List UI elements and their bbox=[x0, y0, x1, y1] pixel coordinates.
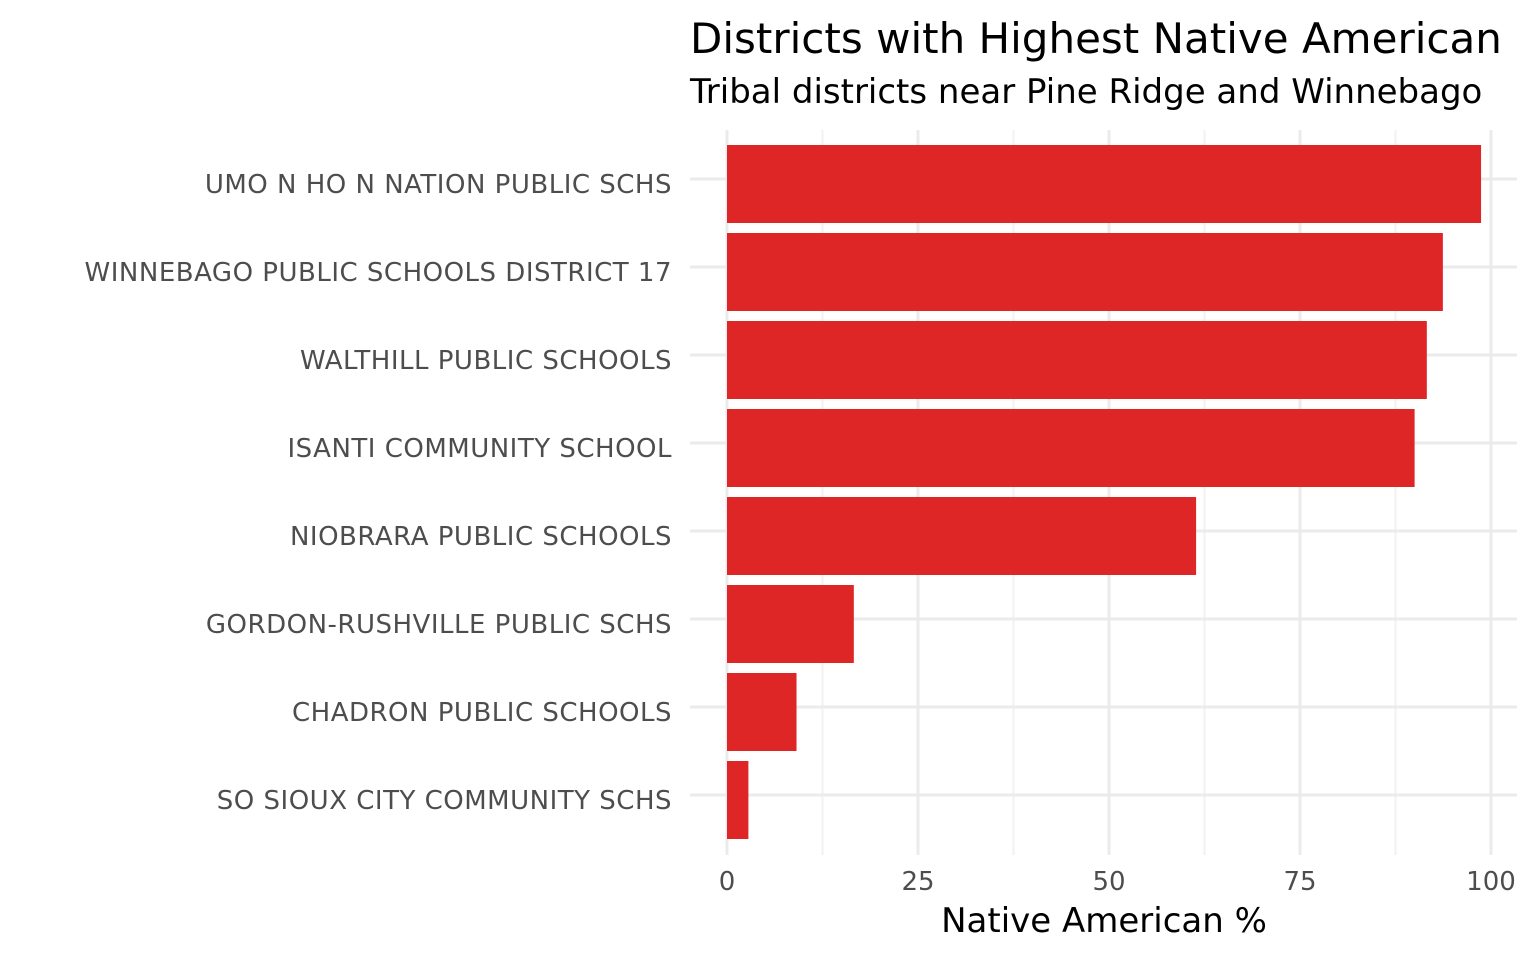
category-label: ISANTI COMMUNITY SCHOOL bbox=[288, 434, 673, 464]
bar bbox=[727, 585, 854, 663]
x-tick-label: 0 bbox=[719, 867, 736, 897]
bar bbox=[727, 673, 797, 751]
category-label: UMO N HO N NATION PUBLIC SCHS bbox=[205, 170, 672, 200]
category-label: WINNEBAGO PUBLIC SCHOOLS DISTRICT 17 bbox=[85, 258, 672, 288]
category-label: NIOBRARA PUBLIC SCHOOLS bbox=[290, 522, 672, 552]
category-label: SO SIOUX CITY COMMUNITY SCHS bbox=[217, 786, 672, 816]
bar bbox=[727, 321, 1427, 399]
bar bbox=[727, 145, 1482, 223]
bar bbox=[727, 497, 1197, 575]
chart-subtitle: Tribal districts near Pine Ridge and Win… bbox=[690, 72, 1483, 112]
bar bbox=[727, 233, 1443, 311]
category-label: GORDON-RUSHVILLE PUBLIC SCHS bbox=[206, 610, 672, 640]
chart-title: Districts with Highest Native American bbox=[690, 14, 1502, 63]
category-label: CHADRON PUBLIC SCHOOLS bbox=[292, 698, 672, 728]
x-tick-label: 50 bbox=[1092, 867, 1125, 897]
x-tick-label: 100 bbox=[1466, 867, 1516, 897]
bar bbox=[727, 409, 1415, 487]
x-tick-label: 25 bbox=[901, 867, 934, 897]
category-label: WALTHILL PUBLIC SCHOOLS bbox=[300, 346, 672, 376]
bar bbox=[727, 761, 749, 839]
x-tick-label: 75 bbox=[1283, 867, 1316, 897]
x-axis-title: Native American % bbox=[941, 901, 1267, 941]
